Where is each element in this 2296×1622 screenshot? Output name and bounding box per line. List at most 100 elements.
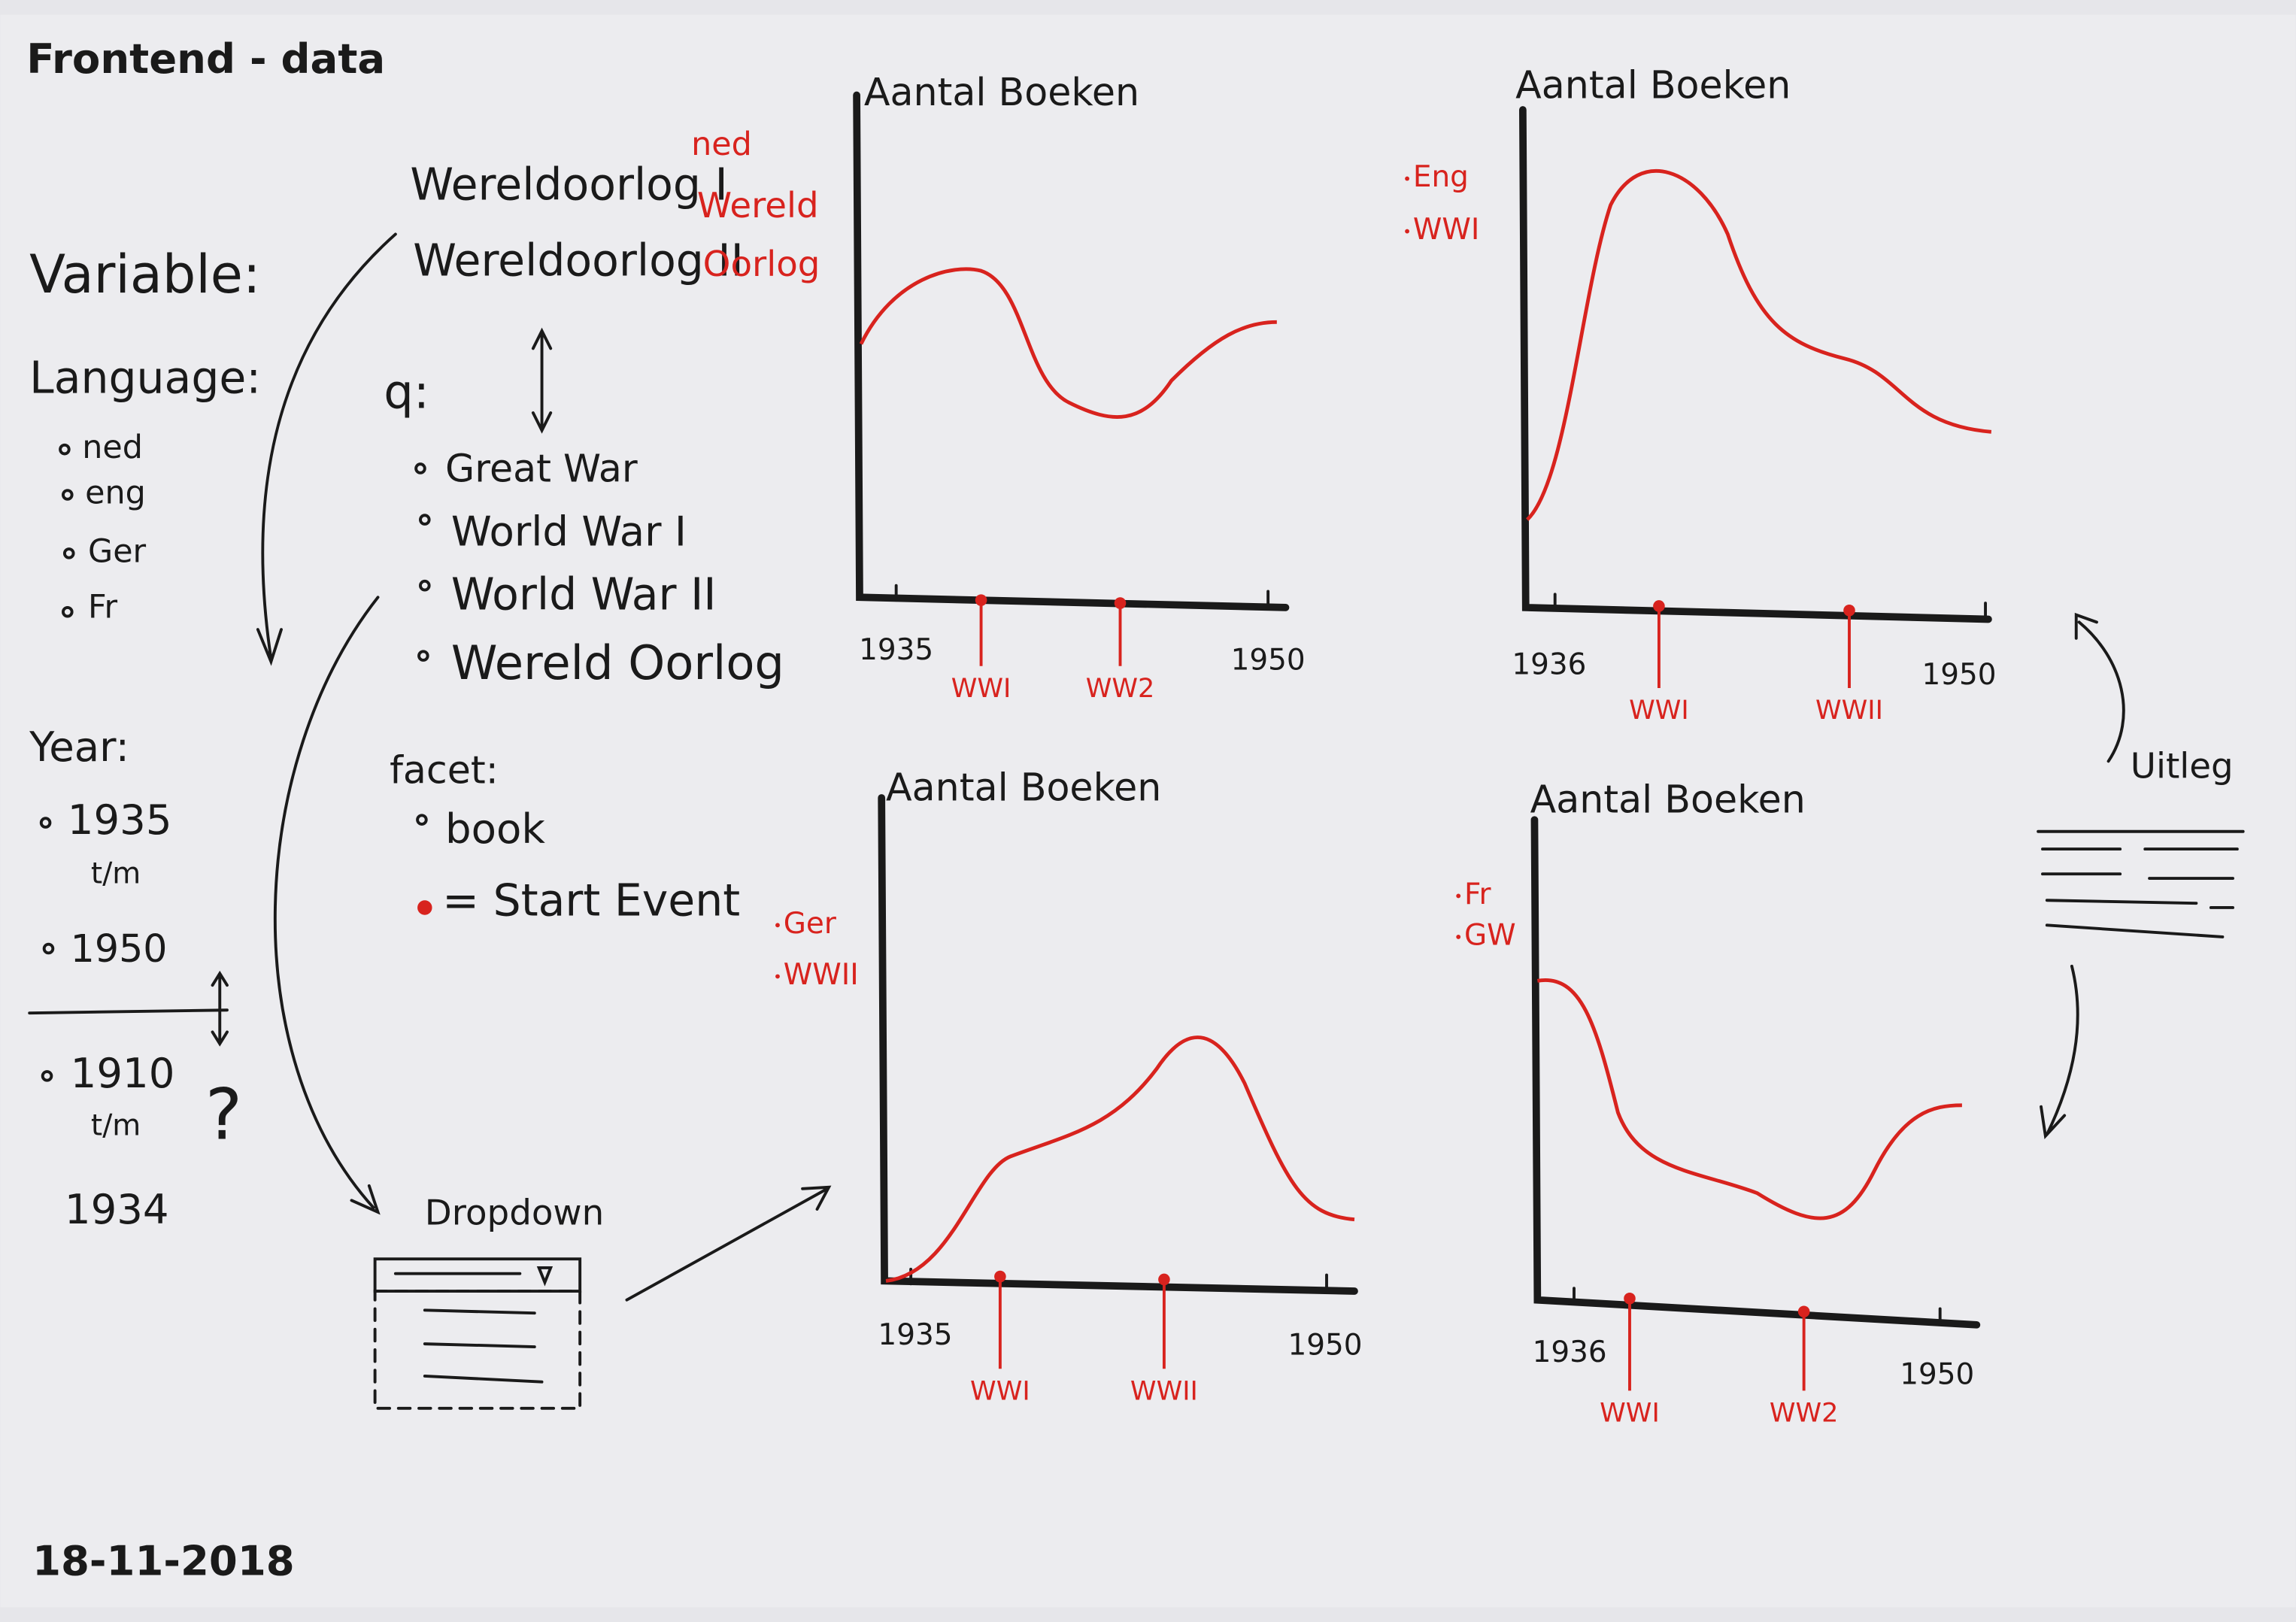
x-start-label: 1936 — [1533, 1335, 1607, 1369]
dropdown-sketch — [373, 1257, 582, 1410]
chart-tag: Fr — [1464, 878, 1491, 911]
chart-tag: GW — [1464, 918, 1516, 952]
chart-tag: WWI — [1413, 213, 1479, 247]
event-marker — [994, 1270, 1006, 1283]
chart-title: Aantal Boeken — [1530, 777, 1806, 821]
tag-bullet — [775, 923, 780, 928]
bullet — [419, 579, 431, 592]
chart-tag: WWII — [784, 958, 859, 992]
x-end-label: 1950 — [1900, 1357, 1974, 1391]
event-marker — [1797, 1305, 1810, 1318]
x-start-label: 1935 — [878, 1318, 952, 1352]
event-label: WWII — [1815, 695, 1883, 726]
chart-title: Aantal Boeken — [1515, 62, 1791, 107]
translation: ned — [691, 126, 752, 163]
swap-arrow — [211, 970, 229, 1047]
chart-axes — [878, 794, 1358, 1295]
language-option: Fr — [88, 588, 118, 626]
event-marker — [975, 594, 987, 606]
x-end-label: 1950 — [1921, 658, 1996, 692]
facet-label: facet: — [390, 747, 499, 792]
arrow — [2040, 964, 2079, 1139]
date: 18-11-2018 — [32, 1536, 295, 1584]
chart-axes — [853, 91, 1290, 611]
year-option: 1935 — [68, 796, 172, 844]
x-start-label: 1935 — [859, 633, 933, 667]
language-option: Ger — [88, 532, 147, 570]
event-marker — [1843, 605, 1855, 617]
tag-bullet — [775, 974, 780, 979]
x-end-label: 1950 — [1231, 643, 1306, 677]
arrow — [2074, 612, 2125, 763]
year-option: 1950 — [71, 926, 168, 971]
event-label: WWII — [1130, 1375, 1198, 1406]
event-marker — [1158, 1273, 1170, 1286]
arrow — [625, 1185, 832, 1302]
event-label: WWI — [970, 1375, 1030, 1406]
language-options: ned eng Ger Fr — [59, 429, 147, 626]
bullet — [62, 489, 74, 501]
chart-title: Aantal Boeken — [864, 70, 1139, 114]
query-option: World War II — [451, 568, 717, 620]
dropdown-items — [423, 1308, 544, 1384]
paper — [0, 14, 2296, 1608]
bullet — [416, 814, 428, 826]
dropdown-caret — [393, 1266, 554, 1287]
event-marker — [1624, 1292, 1636, 1305]
bullet — [62, 605, 74, 618]
event-label: WW2 — [1770, 1398, 1839, 1429]
count-curve — [1526, 168, 1992, 521]
translation: Wereld — [697, 186, 819, 226]
tag-bullet — [1456, 893, 1461, 899]
bullet — [39, 817, 52, 829]
count-curve — [885, 1035, 1355, 1283]
bullet — [42, 942, 55, 955]
chart-tag: Ger — [784, 907, 836, 941]
tag-bullet — [1405, 229, 1409, 234]
event-marker — [1653, 600, 1665, 612]
event-label: WWI — [951, 673, 1012, 704]
arrow — [256, 232, 397, 666]
bullet — [62, 547, 75, 559]
swap-arrow — [531, 327, 553, 434]
language-option: ned — [82, 429, 143, 466]
tag-bullet — [1456, 935, 1461, 939]
x-start-label: 1936 — [1512, 647, 1586, 681]
event-label: WW2 — [1086, 673, 1155, 704]
tag-bullet — [1405, 176, 1409, 181]
question-mark: ? — [205, 1075, 243, 1157]
count-curve — [1536, 978, 1962, 1220]
bullet — [419, 514, 431, 526]
bullet — [414, 462, 426, 474]
query-term: Wereldoorlog I — [410, 159, 727, 210]
arrow — [273, 596, 381, 1215]
event-label: WWI — [1600, 1398, 1660, 1429]
language-option: eng — [85, 474, 146, 512]
bullet — [417, 650, 429, 662]
explanation-text — [2037, 829, 2245, 938]
dropdown-list — [373, 1290, 582, 1410]
page-title: Frontend - data — [26, 35, 385, 83]
variables-heading: Variable: — [29, 244, 260, 305]
chart-tag: Eng — [1413, 160, 1469, 194]
chart-title: Aantal Boeken — [886, 766, 1161, 810]
language-label: Language: — [29, 352, 261, 403]
bullet — [41, 1070, 53, 1082]
query-option: World War I — [451, 508, 687, 556]
facet-option: book — [445, 805, 545, 853]
explanation-label: Uitleg — [2131, 747, 2234, 787]
chart-axes — [1519, 106, 1992, 623]
bullet — [59, 443, 71, 456]
count-curve — [859, 267, 1277, 419]
chart-axes — [1530, 816, 1981, 1329]
translation: Oorlog — [703, 244, 820, 285]
divider — [28, 1008, 229, 1015]
dropdown-label: Dropdown — [425, 1193, 604, 1233]
event-marker — [1114, 597, 1127, 609]
x-end-label: 1950 — [1288, 1329, 1363, 1363]
event-marker — [417, 900, 432, 915]
event-label: WWI — [1629, 695, 1689, 726]
facet-legend: = Start Event — [442, 875, 740, 926]
